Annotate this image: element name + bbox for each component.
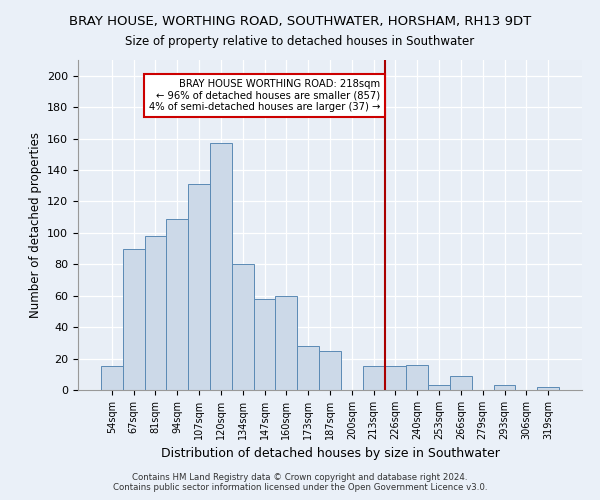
Bar — [406, 365, 428, 390]
Bar — [537, 387, 559, 390]
Bar — [363, 366, 385, 390]
Text: Size of property relative to detached houses in Southwater: Size of property relative to detached ho… — [125, 35, 475, 48]
Bar — [494, 386, 515, 390]
Bar — [123, 248, 145, 390]
Bar — [428, 386, 450, 390]
Bar — [385, 366, 406, 390]
Bar — [166, 218, 188, 390]
Y-axis label: Number of detached properties: Number of detached properties — [29, 132, 41, 318]
Text: BRAY HOUSE WORTHING ROAD: 218sqm
← 96% of detached houses are smaller (857)
4% o: BRAY HOUSE WORTHING ROAD: 218sqm ← 96% o… — [149, 79, 380, 112]
Bar — [210, 144, 232, 390]
Bar — [254, 299, 275, 390]
Text: Contains HM Land Registry data © Crown copyright and database right 2024.
Contai: Contains HM Land Registry data © Crown c… — [113, 473, 487, 492]
Bar — [188, 184, 210, 390]
Bar — [319, 350, 341, 390]
Bar — [232, 264, 254, 390]
Bar — [275, 296, 297, 390]
Text: BRAY HOUSE, WORTHING ROAD, SOUTHWATER, HORSHAM, RH13 9DT: BRAY HOUSE, WORTHING ROAD, SOUTHWATER, H… — [69, 15, 531, 28]
Bar — [145, 236, 166, 390]
X-axis label: Distribution of detached houses by size in Southwater: Distribution of detached houses by size … — [161, 448, 499, 460]
Bar — [297, 346, 319, 390]
Bar — [101, 366, 123, 390]
Bar — [450, 376, 472, 390]
